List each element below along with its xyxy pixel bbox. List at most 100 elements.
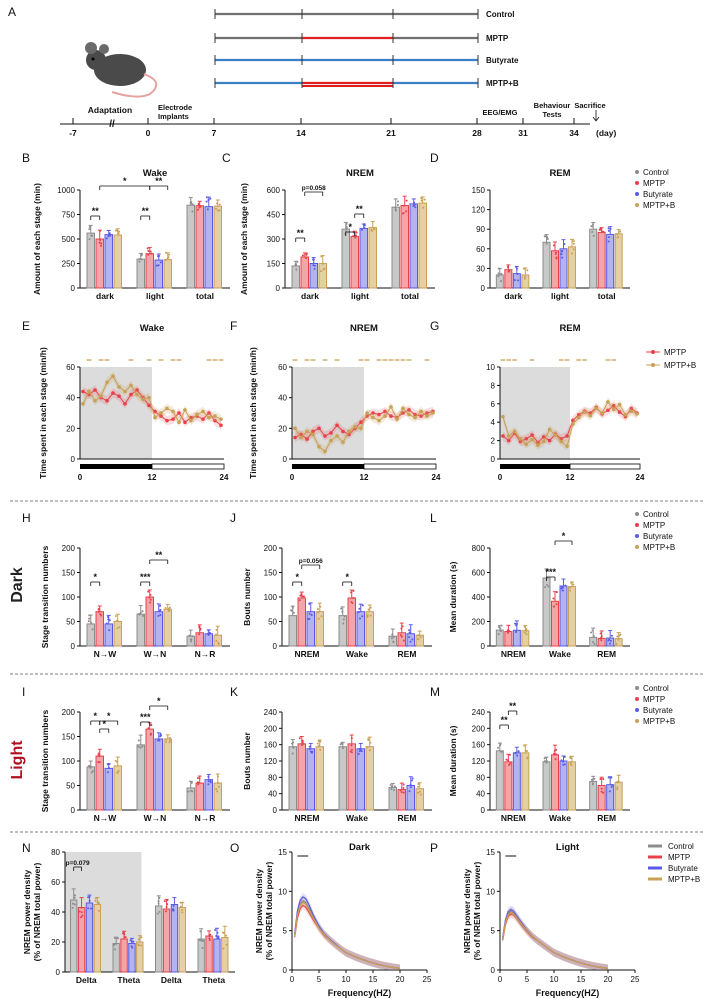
data-point <box>148 596 151 599</box>
series-point <box>518 436 523 441</box>
x-tick-label: REM <box>398 649 417 659</box>
bar-control-2 <box>589 780 598 811</box>
data-point <box>302 595 305 598</box>
data-point <box>313 267 316 270</box>
x-tick-label: 0 <box>290 975 295 984</box>
y-tick-label: 150 <box>62 569 76 578</box>
y-tick-label: 0 <box>491 455 496 464</box>
data-point <box>147 727 150 730</box>
bar-mptp+b-0 <box>113 621 122 647</box>
data-point <box>317 611 320 614</box>
data-point <box>298 737 301 740</box>
data-point <box>561 589 564 592</box>
bar-butyrate-0 <box>306 611 315 647</box>
legend-label-butyrate: Butyrate <box>643 532 673 541</box>
data-point <box>369 614 372 617</box>
bar-control-0 <box>70 899 78 973</box>
data-point <box>497 267 500 270</box>
data-point <box>523 744 526 747</box>
data-point <box>408 629 411 632</box>
row-label-dark: Dark <box>9 567 26 603</box>
x-tick-label: Wake <box>346 649 368 659</box>
x-tick-label: Delta <box>161 975 182 985</box>
series-point <box>524 436 529 441</box>
group-label: MPTP+B <box>486 79 519 88</box>
sig-label: * <box>93 711 97 721</box>
series-point <box>135 388 139 392</box>
data-point <box>563 755 566 758</box>
y-tick-label: 15 <box>486 848 495 857</box>
stage-behaviour: Behaviour <box>534 101 571 110</box>
data-point <box>292 746 295 749</box>
data-point <box>602 778 605 781</box>
data-point <box>107 767 110 770</box>
data-point <box>295 268 298 271</box>
data-point <box>305 257 308 260</box>
bar-control-1 <box>338 746 347 811</box>
series-point <box>123 389 127 394</box>
chart-N: 0 20 40 60 80 NREM power density (% of NREM to… <box>22 848 235 985</box>
legend-swatch <box>635 697 639 701</box>
sig-label: ** <box>92 206 100 216</box>
data-point <box>402 783 405 786</box>
x-tick-label: 12 <box>360 473 369 482</box>
data-point <box>366 746 369 749</box>
data-point <box>499 627 502 630</box>
sem-band-butyrate <box>294 892 400 970</box>
series-point <box>129 392 133 397</box>
bar-butyrate-0 <box>309 263 318 289</box>
data-point <box>114 759 117 762</box>
series-point <box>425 411 429 415</box>
data-point <box>405 210 408 213</box>
data-point <box>71 902 74 905</box>
data-point <box>118 230 121 233</box>
y-tick-label: 80 <box>268 773 277 782</box>
bar-butyrate-2 <box>406 633 415 647</box>
data-point <box>401 625 404 628</box>
x-tick-label: NREM <box>501 649 526 659</box>
bar-mptp-0 <box>300 256 309 289</box>
series-point <box>165 418 169 423</box>
series-point <box>201 409 205 414</box>
data-point <box>345 222 348 225</box>
data-point <box>189 789 192 792</box>
series-point <box>105 398 109 403</box>
data-point <box>137 739 140 742</box>
data-point <box>165 910 168 913</box>
y-tick-label: 20 <box>51 938 60 947</box>
data-point <box>552 597 555 600</box>
data-point <box>137 745 140 748</box>
legend-label-mptp+b: MPTP+B <box>643 543 675 552</box>
bar-mptp+b-0 <box>93 904 101 973</box>
bar-mptp+b-1 <box>163 608 172 647</box>
series-point <box>588 413 593 418</box>
data-point <box>166 899 169 902</box>
data-point <box>205 200 208 203</box>
data-point <box>543 760 546 763</box>
series-point <box>141 397 145 402</box>
data-point <box>525 628 528 631</box>
data-point <box>150 724 153 727</box>
data-point <box>572 248 575 251</box>
data-point <box>201 946 204 949</box>
chart-title: REM <box>559 323 580 334</box>
series-point <box>81 402 85 406</box>
bar-mptp+b-0 <box>315 746 324 811</box>
panel-a-timeline: A Control MPTP Butyrate MPTP+B -7 0 7 14 21 28 31 34… <box>8 5 616 138</box>
data-point <box>319 740 322 743</box>
data-point <box>291 742 294 745</box>
data-point <box>294 263 297 266</box>
data-point <box>190 781 193 784</box>
data-point <box>121 932 124 935</box>
light-bar <box>363 463 437 470</box>
data-point <box>99 761 102 764</box>
day-tick-label: -7 <box>69 128 77 138</box>
series-point <box>359 426 363 431</box>
data-point <box>561 586 564 589</box>
data-point <box>167 253 170 256</box>
series-point <box>171 417 175 421</box>
data-point <box>78 910 81 913</box>
sig-label: * <box>562 531 566 541</box>
y-tick-label: 0 <box>276 284 281 293</box>
series-line-butyrate <box>294 895 401 970</box>
